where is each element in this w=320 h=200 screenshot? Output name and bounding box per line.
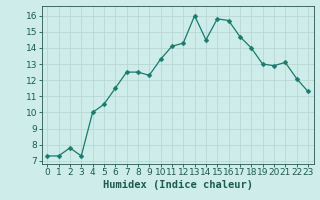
X-axis label: Humidex (Indice chaleur): Humidex (Indice chaleur) (103, 180, 252, 190)
